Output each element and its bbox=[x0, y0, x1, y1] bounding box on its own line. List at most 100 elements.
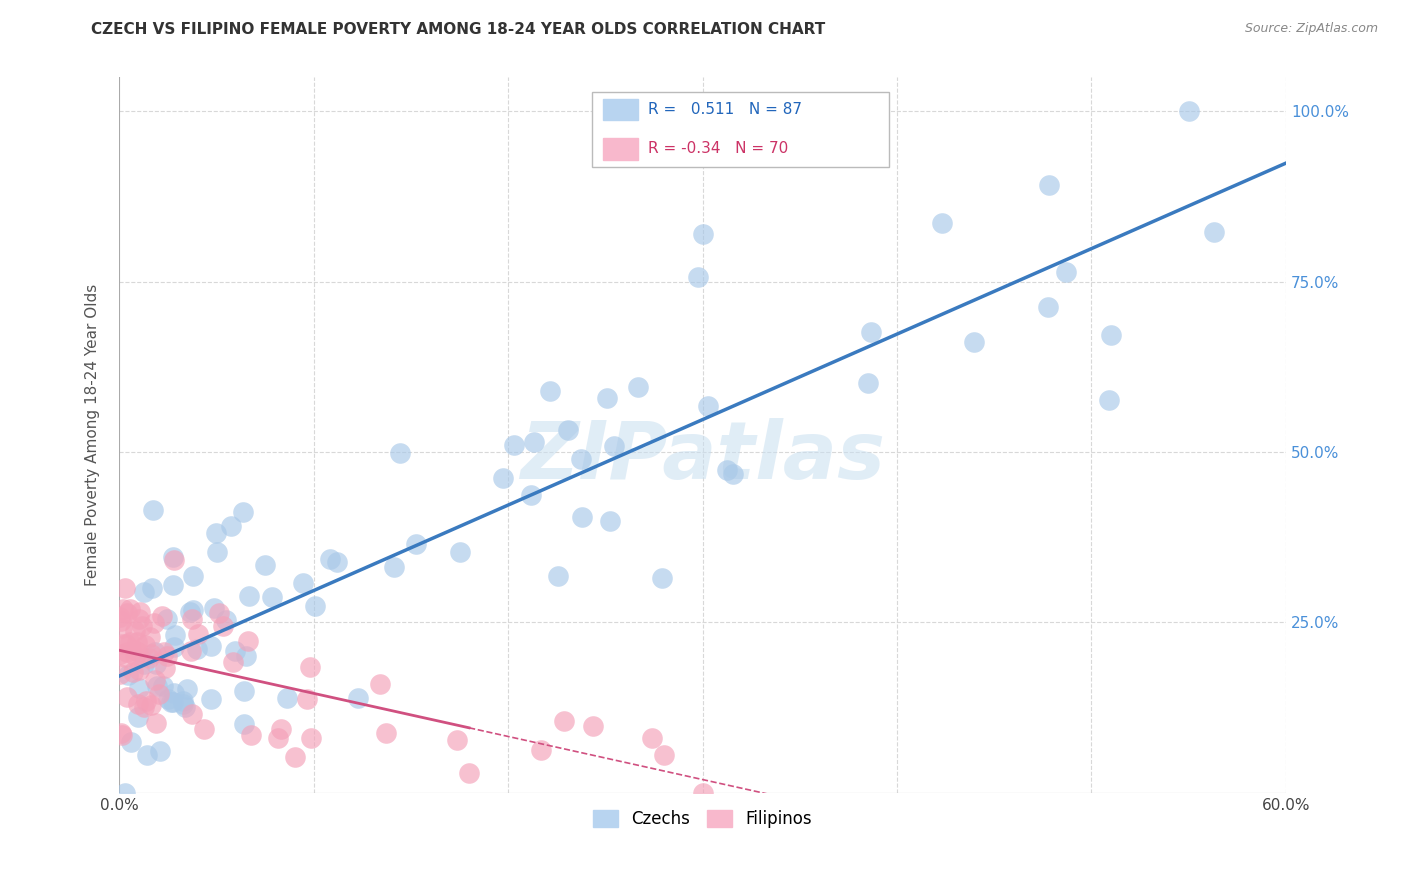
Point bbox=[202, 601, 225, 615]
Point bbox=[538, 384, 561, 398]
Point bbox=[651, 571, 673, 585]
Point bbox=[284, 749, 307, 764]
Point bbox=[553, 714, 575, 728]
Point bbox=[114, 650, 136, 665]
Point bbox=[262, 590, 284, 604]
Point bbox=[692, 786, 714, 800]
Point bbox=[162, 695, 184, 709]
Point bbox=[520, 487, 543, 501]
Point bbox=[696, 400, 718, 414]
Point bbox=[174, 700, 197, 714]
Point bbox=[163, 686, 186, 700]
FancyBboxPatch shape bbox=[592, 92, 889, 167]
Point bbox=[212, 618, 235, 632]
Point bbox=[115, 606, 138, 620]
Point bbox=[128, 612, 150, 626]
Point bbox=[136, 747, 159, 762]
Point bbox=[156, 648, 179, 663]
Point bbox=[457, 766, 479, 780]
Point bbox=[120, 602, 142, 616]
Point bbox=[162, 577, 184, 591]
Point bbox=[641, 731, 664, 746]
Point bbox=[146, 679, 169, 693]
Point bbox=[569, 452, 592, 467]
Point bbox=[503, 437, 526, 451]
Point bbox=[530, 743, 553, 757]
Point bbox=[931, 216, 953, 230]
Point bbox=[111, 728, 134, 742]
Point bbox=[127, 645, 149, 659]
Point bbox=[124, 624, 146, 638]
Point bbox=[370, 677, 392, 691]
Point bbox=[117, 668, 139, 682]
Point bbox=[138, 650, 160, 665]
Point bbox=[139, 630, 162, 644]
Point bbox=[596, 391, 619, 405]
Point bbox=[180, 644, 202, 658]
Point bbox=[200, 691, 222, 706]
Point bbox=[131, 618, 153, 632]
Point bbox=[325, 555, 347, 569]
Point bbox=[180, 612, 202, 626]
Point bbox=[153, 661, 176, 675]
Point bbox=[108, 647, 131, 661]
Point bbox=[110, 610, 132, 624]
Point bbox=[142, 503, 165, 517]
Point bbox=[120, 735, 142, 749]
Point bbox=[557, 424, 579, 438]
Bar bbox=[603, 99, 638, 120]
Text: R =   0.511   N = 87: R = 0.511 N = 87 bbox=[648, 102, 801, 117]
Point bbox=[145, 716, 167, 731]
Point bbox=[114, 581, 136, 595]
Bar bbox=[603, 138, 638, 160]
Point bbox=[1038, 178, 1060, 193]
Point bbox=[150, 609, 173, 624]
Point bbox=[141, 698, 163, 712]
Point bbox=[129, 605, 152, 619]
Point bbox=[232, 683, 254, 698]
Point bbox=[599, 514, 621, 528]
Point bbox=[295, 692, 318, 706]
Text: ZIPatlas: ZIPatlas bbox=[520, 417, 884, 495]
Point bbox=[143, 616, 166, 631]
Point bbox=[547, 568, 569, 582]
Point bbox=[688, 269, 710, 284]
Point bbox=[181, 706, 204, 721]
Point bbox=[153, 645, 176, 659]
Point bbox=[222, 655, 245, 669]
Point bbox=[276, 691, 298, 706]
Point bbox=[963, 334, 986, 349]
Point bbox=[162, 553, 184, 567]
Point bbox=[492, 471, 515, 485]
Point bbox=[236, 634, 259, 648]
Point bbox=[299, 660, 322, 674]
Point bbox=[181, 603, 204, 617]
Point bbox=[292, 576, 315, 591]
Point bbox=[205, 525, 228, 540]
Point bbox=[111, 636, 134, 650]
Point bbox=[1177, 104, 1199, 119]
Point bbox=[382, 559, 405, 574]
Point bbox=[145, 673, 167, 687]
Point bbox=[603, 439, 626, 453]
Point bbox=[172, 698, 194, 712]
Point bbox=[165, 628, 187, 642]
Point bbox=[375, 726, 398, 740]
Point bbox=[124, 649, 146, 664]
Point bbox=[405, 537, 427, 551]
Point bbox=[152, 679, 174, 693]
Point bbox=[127, 697, 149, 711]
Point bbox=[582, 718, 605, 732]
Point bbox=[157, 692, 180, 706]
Point bbox=[627, 380, 650, 394]
Point bbox=[652, 747, 675, 762]
Point bbox=[193, 722, 215, 736]
Point bbox=[179, 605, 201, 619]
Point bbox=[205, 545, 228, 559]
Point bbox=[233, 717, 256, 731]
Point bbox=[135, 694, 157, 708]
Point bbox=[716, 463, 738, 477]
Point bbox=[141, 581, 163, 595]
Point bbox=[172, 694, 194, 708]
Point bbox=[238, 589, 260, 603]
